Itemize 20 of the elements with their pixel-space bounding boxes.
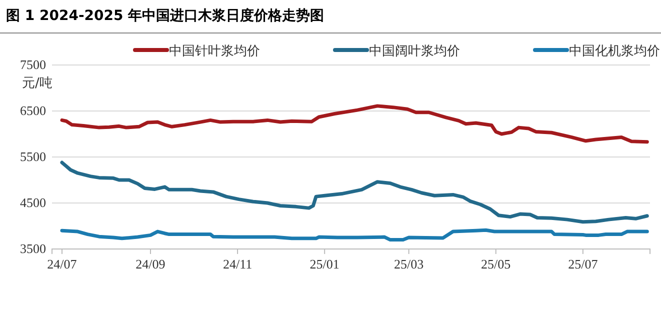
y-tick-label: 6500 — [20, 103, 46, 118]
legend-label: 中国针叶浆均价 — [169, 44, 260, 59]
legend-label: 中国化机浆均价 — [569, 44, 660, 59]
line-series — [60, 160, 649, 224]
x-tick-label: 25/03 — [394, 256, 424, 272]
legend-label: 中国阔叶浆均价 — [369, 44, 460, 59]
line-series — [60, 228, 649, 242]
line-series — [60, 104, 649, 144]
y-tick-label: 5500 — [20, 149, 46, 164]
x-tick-label: 24/09 — [136, 256, 166, 272]
chart-title: 图 1 2024-2025 年中国进口木浆日度价格走势图 — [6, 7, 324, 24]
x-tick-label: 25/01 — [310, 256, 340, 272]
x-tick-label: 24/07 — [47, 256, 78, 272]
y-axis-title: 元/吨 — [22, 76, 52, 91]
x-tick-label: 25/07 — [568, 256, 598, 272]
y-tick-label: 7500 — [20, 57, 46, 72]
y-tick-label: 3500 — [20, 241, 46, 256]
y-tick-label: 4500 — [20, 195, 46, 210]
x-tick-label: 24/11 — [222, 256, 252, 272]
x-tick-label: 25/05 — [481, 256, 511, 272]
